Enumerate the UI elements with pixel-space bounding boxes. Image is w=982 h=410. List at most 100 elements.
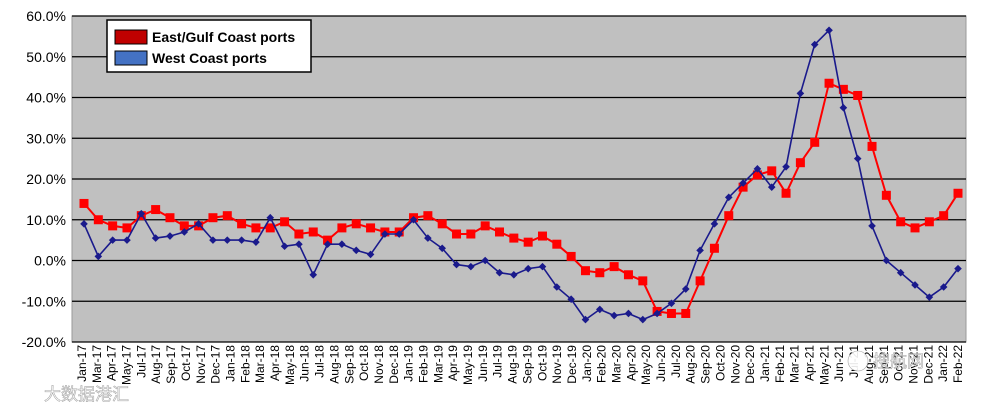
data-point (122, 223, 132, 233)
x-tick-label: Mar-19 (431, 345, 445, 383)
x-axis-ticks: Jan-17 Mar-17 Apr-17 May-17 Jul-17 Aug-17 Sep-… (75, 345, 965, 385)
watermark-right: 搜航网 (847, 350, 924, 372)
data-point (280, 217, 290, 227)
x-tick-label: Jul-18 (313, 345, 327, 378)
legend-swatch-west (114, 50, 148, 66)
data-point (752, 170, 762, 180)
data-point (610, 311, 618, 320)
data-point (151, 234, 160, 242)
x-tick-label: Dec-19 (565, 345, 579, 384)
x-tick-label: Sep-21 (877, 345, 891, 384)
x-tick-label: Dec-17 (209, 345, 223, 384)
x-tick-label: Nov-19 (550, 345, 564, 384)
x-tick-label: Jan-19 (402, 345, 416, 382)
x-tick-label: Dec-21 (921, 345, 935, 384)
data-point (323, 240, 332, 248)
data-point (338, 240, 346, 248)
y-tick-label: 40.0% (26, 90, 66, 106)
x-tick-label: Sep-18 (342, 345, 356, 384)
x-tick-label: Aug-18 (327, 345, 341, 384)
x-tick-label: Jun-21 (832, 345, 846, 382)
y-tick-label: 60.0% (26, 8, 66, 24)
data-point (738, 182, 748, 192)
data-point (166, 232, 174, 240)
x-tick-label: Oct-19 (535, 345, 549, 381)
x-tick-label: Apr-19 (446, 345, 460, 381)
data-point (523, 237, 533, 247)
data-point (438, 244, 446, 253)
data-point (867, 141, 877, 151)
x-tick-label: Feb-19 (416, 345, 430, 383)
data-point (939, 211, 949, 221)
x-tick-label: May-19 (461, 345, 475, 385)
data-point (724, 211, 734, 221)
y-tick-label: -20.0% (22, 334, 66, 350)
watermark-logo-icon-2 (27, 386, 39, 398)
x-tick-label: May-21 (817, 345, 831, 385)
data-point (295, 240, 303, 248)
data-point (337, 223, 347, 233)
x-tick-label: Sep-19 (520, 345, 534, 384)
data-point (352, 246, 361, 255)
data-point (280, 242, 289, 251)
x-tick-label: Jan-22 (936, 345, 950, 382)
data-point (251, 223, 261, 233)
data-point (409, 215, 418, 224)
data-point (795, 158, 805, 168)
data-point (252, 238, 260, 246)
x-tick-label: Apr-18 (268, 345, 282, 381)
data-point (294, 229, 304, 239)
data-point (481, 256, 489, 265)
x-tick-label: Nov-18 (372, 345, 386, 384)
legend-label-west: West Coast ports (152, 50, 267, 66)
x-tick-label: Oct-20 (713, 345, 727, 381)
data-point (681, 308, 691, 318)
legend: East/Gulf Coast ports West Coast ports (106, 19, 312, 73)
x-tick-label: Jan-20 (580, 345, 594, 382)
data-point (638, 315, 647, 324)
legend-label-east: East/Gulf Coast ports (152, 29, 295, 45)
y-tick-label: 20.0% (26, 171, 66, 187)
data-point (151, 205, 161, 215)
x-tick-label: Dec-20 (743, 345, 757, 384)
data-point (623, 270, 633, 280)
y-tick-label: 50.0% (26, 49, 66, 65)
x-tick-label: Aug-19 (506, 345, 520, 384)
data-point (237, 236, 246, 244)
data-point (423, 211, 433, 221)
x-tick-label: Jun-18 (298, 345, 312, 382)
data-point (753, 165, 762, 173)
data-point (552, 239, 562, 249)
data-point (366, 250, 375, 259)
data-point (567, 295, 575, 304)
data-point (824, 78, 834, 88)
data-point (424, 234, 432, 242)
x-tick-label: Nov-20 (728, 345, 742, 384)
data-point (265, 223, 275, 233)
data-point (666, 308, 676, 318)
data-point (309, 270, 318, 279)
x-tick-label: Nov-21 (906, 345, 920, 384)
data-point (524, 264, 532, 273)
data-point (624, 309, 633, 318)
data-point (667, 299, 676, 308)
x-tick-label: May-20 (639, 345, 653, 385)
data-point (437, 219, 447, 229)
x-tick-label: Apr-20 (624, 345, 638, 381)
data-point (194, 220, 203, 228)
data-point (911, 281, 919, 289)
x-tick-label: Apr-17 (105, 345, 119, 381)
data-point (223, 236, 232, 244)
data-point (838, 84, 848, 94)
x-tick-label: Aug-20 (684, 345, 698, 384)
data-point (208, 213, 218, 223)
data-point (452, 229, 462, 239)
data-point (596, 305, 604, 314)
x-tick-label: Mar-17 (90, 345, 104, 383)
x-tick-label: Apr-21 (803, 345, 817, 381)
data-point (79, 198, 89, 208)
data-point (467, 262, 475, 271)
data-point (853, 90, 863, 100)
data-point (581, 315, 590, 324)
